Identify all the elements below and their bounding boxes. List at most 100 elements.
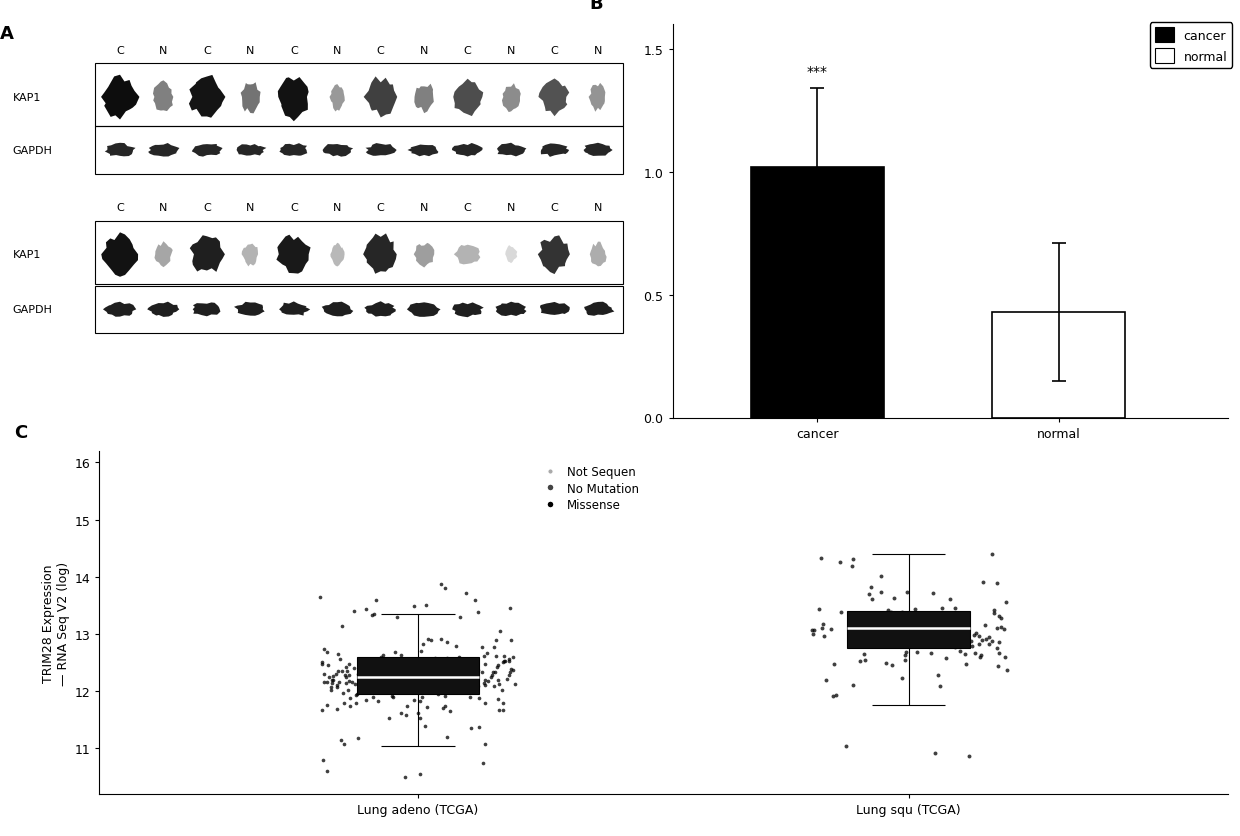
Point (976, 619, 996, 632)
Point (816, 673, 836, 686)
Point (861, 635, 880, 648)
Point (424, 670, 444, 684)
Point (339, 674, 358, 687)
Point (909, 640, 929, 653)
Point (456, 586, 476, 599)
Point (501, 634, 521, 647)
Point (451, 667, 471, 681)
Text: C: C (203, 46, 211, 56)
Point (348, 732, 368, 745)
Point (334, 697, 353, 711)
Point (312, 657, 332, 670)
Point (802, 624, 822, 637)
Point (336, 670, 356, 684)
Point (397, 678, 417, 691)
Text: ***: *** (807, 65, 828, 79)
Point (324, 670, 343, 683)
Point (356, 603, 376, 616)
Point (466, 658, 486, 671)
Point (500, 666, 520, 680)
Polygon shape (155, 242, 172, 268)
Point (972, 634, 992, 647)
Point (311, 656, 331, 670)
Text: B: B (589, 0, 603, 13)
Point (934, 631, 954, 645)
Point (804, 624, 823, 637)
Polygon shape (102, 233, 138, 278)
Text: C: C (377, 46, 384, 56)
Point (322, 674, 342, 687)
Polygon shape (279, 144, 308, 156)
Point (848, 627, 868, 640)
Point (360, 653, 379, 666)
Point (983, 604, 1003, 617)
Polygon shape (241, 83, 260, 115)
Text: C: C (290, 203, 298, 213)
Point (419, 667, 439, 681)
Point (454, 666, 474, 680)
Point (467, 680, 487, 693)
Point (397, 709, 417, 722)
Point (477, 646, 497, 660)
Polygon shape (242, 244, 258, 267)
Point (409, 662, 429, 675)
Point (961, 635, 981, 648)
Text: C: C (464, 46, 471, 56)
Point (495, 654, 515, 667)
Point (331, 734, 351, 747)
Point (381, 671, 401, 685)
Polygon shape (584, 144, 613, 157)
Point (987, 621, 1007, 635)
Point (475, 676, 495, 690)
Point (367, 656, 387, 670)
Point (851, 635, 870, 648)
Point (972, 575, 992, 589)
Point (944, 621, 963, 635)
Point (460, 670, 480, 683)
Point (469, 721, 489, 734)
Text: N: N (594, 46, 603, 56)
Text: GAPDH: GAPDH (12, 305, 52, 315)
Polygon shape (363, 77, 397, 119)
Point (501, 602, 521, 615)
Text: C: C (203, 203, 211, 213)
Point (475, 737, 495, 751)
Point (321, 681, 341, 694)
Point (346, 696, 366, 710)
Point (383, 691, 403, 704)
Point (321, 676, 341, 690)
Point (465, 594, 485, 608)
Point (475, 678, 495, 691)
Point (365, 675, 384, 688)
Point (355, 680, 374, 693)
Polygon shape (148, 303, 180, 318)
Point (997, 663, 1017, 676)
Point (362, 691, 382, 704)
Legend: Not Sequen, No Mutation, Missense: Not Sequen, No Mutation, Missense (534, 461, 644, 516)
Point (409, 675, 429, 689)
Point (854, 654, 874, 667)
Point (422, 634, 441, 647)
Point (813, 630, 833, 643)
Point (988, 609, 1008, 623)
Text: C: C (377, 203, 384, 213)
Point (996, 596, 1016, 609)
Point (316, 675, 336, 689)
Point (415, 685, 435, 698)
Polygon shape (407, 303, 440, 318)
Point (467, 606, 487, 619)
Point (336, 676, 356, 690)
Polygon shape (192, 303, 221, 317)
Point (397, 678, 417, 691)
Point (418, 657, 438, 670)
Point (893, 605, 913, 619)
Point (367, 677, 387, 691)
Point (879, 624, 899, 638)
Point (486, 650, 506, 663)
Point (465, 664, 485, 677)
Point (339, 657, 358, 670)
Polygon shape (190, 236, 224, 273)
Point (914, 628, 934, 641)
Polygon shape (538, 236, 570, 275)
Point (970, 630, 990, 643)
